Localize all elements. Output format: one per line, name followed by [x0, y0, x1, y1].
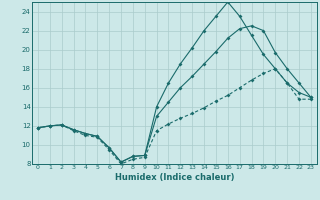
X-axis label: Humidex (Indice chaleur): Humidex (Indice chaleur)	[115, 173, 234, 182]
